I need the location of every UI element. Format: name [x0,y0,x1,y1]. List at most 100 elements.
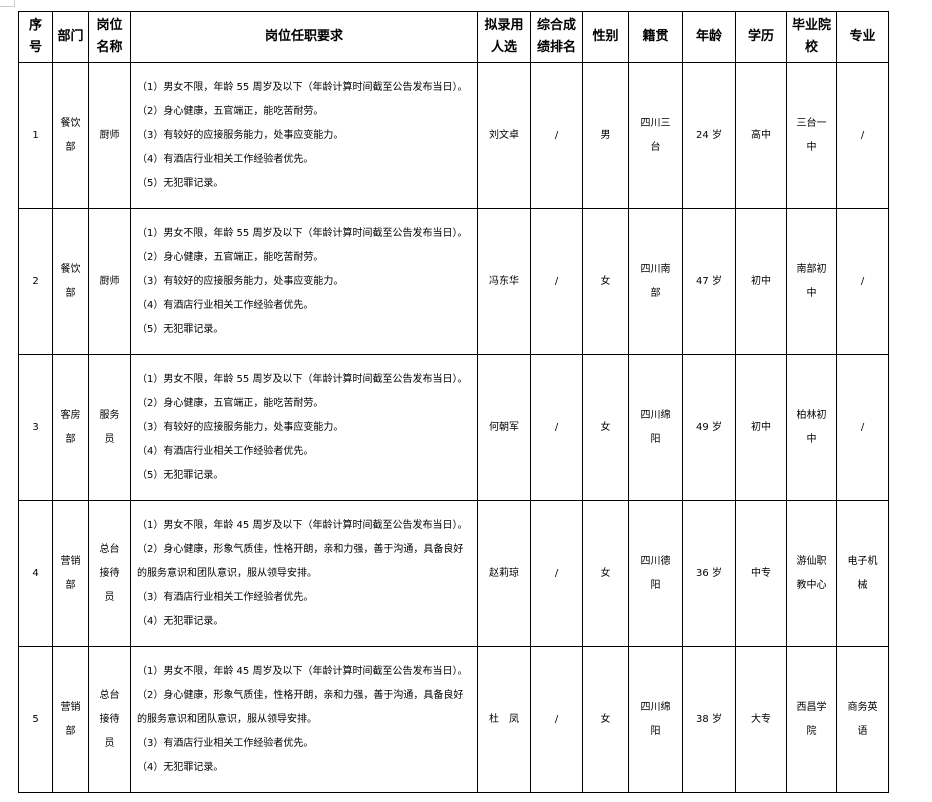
cell-school: 游仙职 教中心 [786,500,837,647]
requirement-line: （4）无犯罪记录。 [137,761,224,773]
cell-text: 总台 接待员 [99,543,120,603]
header-post: 岗位 名称 [88,11,131,63]
cell-school: 西昌学院 [786,646,837,793]
header-major: 专业 [836,11,889,63]
header-gender: 性别 [582,11,629,63]
header-candidate: 拟录用 人选 [477,11,531,63]
cell-name: 杜 凤 [477,646,531,793]
header-no: 序号 [18,11,53,63]
cell-origin: 四川南部 [628,208,683,355]
table-row: 5 营销部总台 接待员 （1）男女不限，年龄 45 周岁及以下（年龄计算时间截至公告发… [18,646,889,793]
cell-text: 四川绵阳 [640,409,671,445]
cell-dept: 营销部 [52,500,89,647]
cell-text: 餐饮部 [60,117,81,153]
cell-post: 服务员 [88,354,131,501]
cell-text: / [554,713,559,725]
cell-gender: 女 [582,354,629,501]
cell-text: 男 [600,129,611,141]
requirement-line: （2）身心健康，形象气质佳，性格开朗，亲和力强，善于沟通，具备良好的服务意识和团… [137,543,464,579]
requirement-line: （1）男女不限，年龄 45 周岁及以下（年龄计算时间截至公告发布当日）。 [137,665,468,677]
cell-text: 电子机械 [847,555,878,591]
cell-text: 何朝军 [489,421,519,433]
cell-req: （1）男女不限，年龄 45 周岁及以下（年龄计算时间截至公告发布当日）。 （2）身… [130,500,478,647]
cell-text: 初中 [751,275,771,287]
cell-text: 冯东华 [489,275,519,287]
cell-text: 刘文卓 [489,129,519,141]
cell-origin: 四川三台 [628,62,683,209]
requirement-line: （2）身心健康，形象气质佳，性格开朗，亲和力强，善于沟通，具备良好的服务意识和团… [137,689,464,725]
cell-text: 商务英语 [847,701,878,737]
cell-name: 赵莉琼 [477,500,531,647]
header-rank: 综合成 绩排名 [530,11,583,63]
cell-text: 女 [600,421,611,433]
cell-edu: 中专 [735,500,787,647]
cell-req: （1）男女不限，年龄 45 周岁及以下（年龄计算时间截至公告发布当日）。 （2）身… [130,646,478,793]
cell-no: 2 [18,208,53,355]
cell-text: 柏林初中 [796,409,827,445]
cell-text: / [860,421,865,433]
requirement-line: （2）身心健康，五官端正，能吃苦耐劳。 [137,105,324,117]
cell-edu: 初中 [735,208,787,355]
cell-text: 三台一中 [796,117,827,153]
cell-text: 36 岁 [696,567,722,579]
cell-text: 客房部 [60,409,81,445]
requirement-line: （3）有酒店行业相关工作经验者优先。 [137,737,314,749]
cell-text: 四川三台 [640,117,671,153]
cell-text: / [554,567,559,579]
cell-rank: / [530,646,583,793]
cell-dept: 客房部 [52,354,89,501]
page-corner-mark [0,0,15,7]
requirement-line: （5）无犯罪记录。 [137,469,224,481]
cell-name: 冯东华 [477,208,531,355]
cell-dept: 餐饮部 [52,208,89,355]
cell-rank: / [530,500,583,647]
cell-gender: 女 [582,646,629,793]
cell-text: 女 [600,713,611,725]
cell-major: / [836,354,889,501]
cell-text: 5 [32,713,39,725]
cell-text: 游仙职 教中心 [796,555,827,591]
cell-gender: 女 [582,500,629,647]
cell-text: 3 [32,421,39,433]
requirement-line: （3）有较好的应接服务能力，处事应变能力。 [137,421,344,433]
cell-text: / [860,129,865,141]
cell-text: 四川德阳 [640,555,671,591]
cell-text: 杜 凤 [489,713,519,725]
cell-text: 总台 接待员 [99,689,120,749]
cell-age: 38 岁 [682,646,736,793]
cell-text: / [554,275,559,287]
cell-text: 赵莉琼 [489,567,519,579]
cell-text: 厨师 [99,129,120,141]
cell-text: 西昌学院 [796,701,827,737]
requirement-line: （2）身心健康，五官端正，能吃苦耐劳。 [137,251,324,263]
table-row: 2 餐饮部 厨师 （1）男女不限，年龄 55 周岁及以下（年龄计算时间截至公告发布当日… [18,208,889,355]
requirement-line: （3）有酒店行业相关工作经验者优先。 [137,591,314,603]
cell-req: （1）男女不限，年龄 55 周岁及以下（年龄计算时间截至公告发布当日）。 （2）身… [130,354,478,501]
cell-major: 电子机械 [836,500,889,647]
cell-text: / [554,421,559,433]
cell-edu: 初中 [735,354,787,501]
cell-rank: / [530,208,583,355]
cell-name: 刘文卓 [477,62,531,209]
table-row: 3 客房部服务员 （1）男女不限，年龄 55 周岁及以下（年龄计算时间截至公告发布当… [18,354,889,501]
cell-post: 总台 接待员 [88,500,131,647]
cell-origin: 四川德阳 [628,500,683,647]
cell-text: 服务员 [99,409,120,445]
cell-text: 厨师 [99,275,120,287]
cell-text: 四川绵阳 [640,701,671,737]
cell-age: 47 岁 [682,208,736,355]
cell-gender: 女 [582,208,629,355]
requirement-line: （2）身心健康，五官端正，能吃苦耐劳。 [137,397,324,409]
requirement-line: （5）无犯罪记录。 [137,177,224,189]
cell-req: （1）男女不限，年龄 55 周岁及以下（年龄计算时间截至公告发布当日）。 （2）身… [130,62,478,209]
cell-text: 初中 [751,421,771,433]
cell-age: 24 岁 [682,62,736,209]
cell-text: 营销部 [60,555,81,591]
cell-post: 厨师 [88,62,131,209]
cell-no: 1 [18,62,53,209]
requirement-line: （4）无犯罪记录。 [137,615,224,627]
cell-text: 47 岁 [696,275,722,287]
cell-text: 女 [600,567,611,579]
requirement-line: （5）无犯罪记录。 [137,323,224,335]
cell-dept: 营销部 [52,646,89,793]
